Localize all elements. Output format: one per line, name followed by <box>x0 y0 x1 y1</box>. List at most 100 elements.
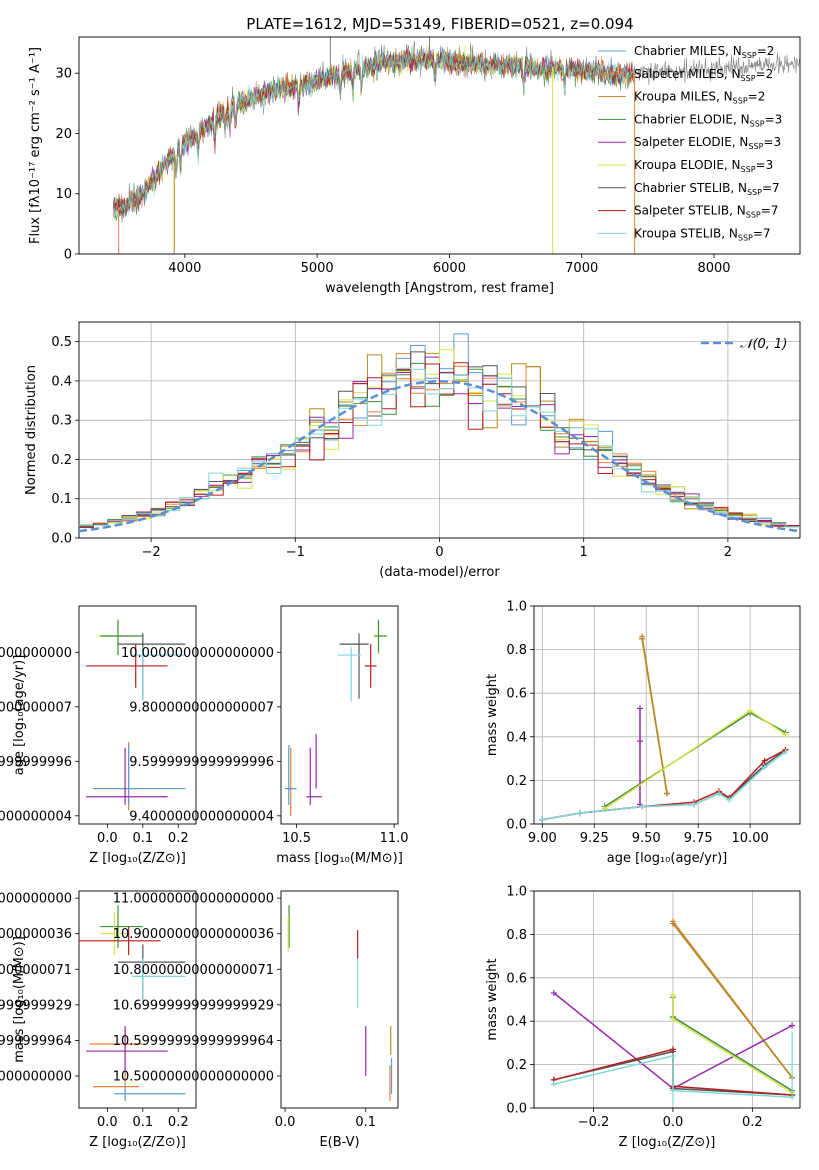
y-tick-label: 0.0 <box>506 1102 527 1117</box>
weight-point <box>782 731 789 738</box>
x-tick-label: 11.0 <box>380 831 409 846</box>
weight-point <box>550 1081 557 1088</box>
figure-title: PLATE=1612, MJD=53149, FIBERID=0521, z=0… <box>246 15 633 33</box>
x-tick-label: −0.2 <box>578 1115 610 1130</box>
y-tick-label: 0.0 <box>51 532 72 547</box>
weight-point <box>576 810 583 817</box>
x-tick-label: 0 <box>435 545 443 560</box>
y-tick-label: 10.0000000000000000 <box>0 646 72 661</box>
y-tick-label: 9.5999999999999996 <box>129 755 274 770</box>
y-tick-label: 0.5 <box>51 335 72 350</box>
legend-label: Chabrier ELODIE, NSSP=3 <box>634 112 782 128</box>
y-tick-label: 1.0 <box>506 885 527 900</box>
y-tick-label: 0.6 <box>506 687 527 702</box>
weight-point <box>789 1022 796 1029</box>
weight-series <box>542 751 786 821</box>
weight-point <box>726 797 733 804</box>
weight-point <box>761 764 768 771</box>
axes-frame <box>78 890 197 1109</box>
y-tick-label: 0.8 <box>506 643 527 658</box>
weight-series <box>604 711 786 808</box>
model-spectrum <box>113 49 635 221</box>
x-tick-label: 10.5 <box>282 831 311 846</box>
x-tick-label: 0.2 <box>168 1115 189 1130</box>
weight-point <box>639 635 646 642</box>
plot-area <box>287 905 393 1101</box>
weight-series <box>604 709 786 810</box>
y-tick-label: 30 <box>55 67 72 82</box>
legend-label: Chabrier MILES, NSSP=2 <box>634 44 774 60</box>
y-tick-label: 9.4000000000000004 <box>129 809 274 824</box>
axes-frame <box>78 605 197 825</box>
y-tick-label: 0.2 <box>506 1058 527 1073</box>
x-tick-label: 0.1 <box>132 831 153 846</box>
y-tick-label: 20 <box>55 127 72 142</box>
weight-series <box>641 638 668 794</box>
gaussian-curve <box>79 380 800 533</box>
y-tick-label: 9.8000000000000007 <box>0 700 72 715</box>
x-tick-label: 9.00 <box>528 831 557 846</box>
legend-label: Salpeter ELODIE, NSSP=3 <box>634 135 781 151</box>
y-tick-label: 10.0000000000000000 <box>121 646 274 661</box>
panel-weight-vs-age: 9.00 9.25 9.50 9.75 10.00 0.0 0.2 0.4 0.6 0.8 1.0 a… <box>485 600 801 866</box>
y-axis-label: mass [log₁₀(M/M⊙)] <box>12 936 27 1063</box>
x-tick-label: 0.2 <box>742 1115 763 1130</box>
y-tick-label: 9.5999999999999996 <box>0 755 72 770</box>
x-tick-label: 8000 <box>697 261 730 276</box>
y-tick-label: 10 <box>55 187 72 202</box>
weight-point <box>636 705 643 712</box>
weight-point <box>691 801 698 808</box>
x-tick-label: 4000 <box>168 261 201 276</box>
y-tick-label: 0 <box>64 248 72 263</box>
x-tick-label: −2 <box>142 545 161 560</box>
y-tick-label: 0.4 <box>506 730 527 745</box>
x-axis-label: mass [log₁₀(M/M⊙)] <box>276 851 403 866</box>
y-axis-label: Normed distribution <box>24 365 39 495</box>
y-tick-label: 0.2 <box>506 774 527 789</box>
legend-label: 𝒩(0, 1) <box>740 337 787 352</box>
y-tick-label: 0.1 <box>51 492 72 507</box>
y-tick-label: 9.4000000000000004 <box>0 809 72 824</box>
weight-point <box>747 707 754 714</box>
panel-mass-vs-Z: 0.0 0.1 0.2 10.50000000000000000 10.59999999… <box>0 890 197 1150</box>
y-axis-label: age [log₁₀(age/yr)] <box>12 655 27 776</box>
panel-age-vs-Z: 0.0 0.1 0.2 9.4000000000000004 9.59999999999… <box>0 605 197 866</box>
y-tick-label: 0.4 <box>506 1015 527 1030</box>
panel-mass-vs-EBV: 0.0 0.1 10.50000000000000000 10.59999999999… <box>113 890 399 1150</box>
x-tick-label: 9.25 <box>580 831 609 846</box>
axes-frame <box>280 605 399 825</box>
x-tick-label: 7000 <box>565 261 598 276</box>
weight-point <box>550 989 557 996</box>
x-tick-label: 6000 <box>433 261 466 276</box>
axes-frame <box>78 36 801 255</box>
axes-frame <box>533 605 801 825</box>
weight-point <box>669 1016 676 1023</box>
model-spectrum <box>113 49 635 219</box>
weight-point <box>715 790 722 797</box>
y-tick-label: 10.59999999999999964 <box>113 1034 274 1049</box>
data-spectrum-red <box>634 52 800 85</box>
plot-area <box>79 333 800 533</box>
y-tick-label: 10.80000000000000071 <box>113 963 274 978</box>
y-tick-label: 10.90000000000000036 <box>0 927 72 942</box>
weight-series <box>672 995 793 1094</box>
y-tick-label: 10.90000000000000036 <box>113 927 274 942</box>
y-axis-label: Flux [fλ10⁻¹⁷ erg cm⁻² s⁻¹ A⁻¹] <box>28 47 43 244</box>
y-tick-label: 0.6 <box>506 971 527 986</box>
y-tick-label: 10.69999999999999929 <box>0 998 72 1013</box>
x-axis-label: Z [log₁₀(Z/Z⊙)] <box>619 1135 716 1150</box>
y-tick-label: 1.0 <box>506 600 527 615</box>
x-tick-label: 0.1 <box>355 1115 376 1130</box>
y-tick-label: 11.00000000000000000 <box>113 892 274 907</box>
plot-area <box>284 619 389 816</box>
legend-label: Kroupa STELIB, NSSP=7 <box>634 226 771 242</box>
weight-series <box>672 997 793 1092</box>
weight-point <box>664 790 670 797</box>
y-tick-label: 0.2 <box>51 453 72 468</box>
y-tick-label: 10.59999999999999964 <box>0 1034 72 1049</box>
y-tick-label: 10.69999999999999929 <box>113 998 274 1013</box>
plot-area <box>79 905 186 1101</box>
axes-frame <box>78 321 801 539</box>
x-tick-label: 0.0 <box>275 1115 296 1130</box>
